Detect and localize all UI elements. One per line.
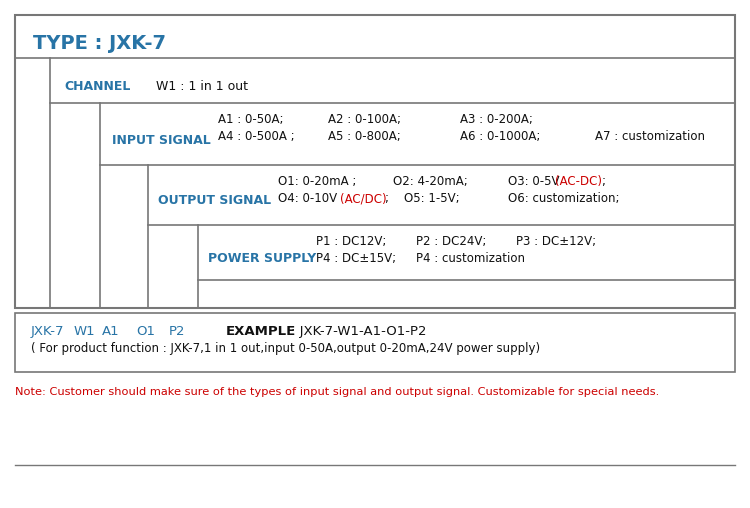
Text: O1: O1: [136, 325, 155, 338]
Text: P4 : DC±15V;: P4 : DC±15V;: [316, 252, 396, 265]
Text: A6 : 0-1000A;: A6 : 0-1000A;: [460, 130, 540, 143]
Bar: [15, 313, 735, 372]
Text: P1 : DC12V;: P1 : DC12V;: [316, 235, 386, 248]
Text: EXAMPLE: EXAMPLE: [226, 325, 296, 338]
Text: P2 : DC24V;: P2 : DC24V;: [416, 235, 486, 248]
Text: A1 : 0-50A;: A1 : 0-50A;: [218, 113, 284, 126]
Text: TYPE : JXK-7: TYPE : JXK-7: [33, 34, 166, 53]
Text: P3 : DC±12V;: P3 : DC±12V;: [516, 235, 596, 248]
Bar: [15, 15, 735, 308]
Text: OUTPUT SIGNAL: OUTPUT SIGNAL: [158, 195, 272, 207]
Text: O3: 0-5V: O3: 0-5V: [508, 175, 560, 188]
Text: A7 : customization: A7 : customization: [595, 130, 705, 143]
Text: W1 : 1 in 1 out: W1 : 1 in 1 out: [156, 80, 248, 93]
Text: W1: W1: [74, 325, 96, 338]
Text: O1: 0-20mA ;: O1: 0-20mA ;: [278, 175, 356, 188]
Text: ;    O5: 1-5V;: ; O5: 1-5V;: [385, 192, 460, 205]
Text: O2: 4-20mA;: O2: 4-20mA;: [393, 175, 468, 188]
Text: O4: 0-10V: O4: 0-10V: [278, 192, 338, 205]
Text: INPUT SIGNAL: INPUT SIGNAL: [112, 134, 211, 146]
Text: ;: ;: [601, 175, 605, 188]
Text: JXK-7: JXK-7: [31, 325, 64, 338]
Text: A4 : 0-500A ;: A4 : 0-500A ;: [218, 130, 295, 143]
Text: O6: customization;: O6: customization;: [508, 192, 620, 205]
Text: CHANNEL: CHANNEL: [64, 80, 130, 93]
Text: POWER SUPPLY: POWER SUPPLY: [208, 252, 316, 265]
Text: A1: A1: [102, 325, 120, 338]
Text: P2: P2: [169, 325, 185, 338]
Text: ( For product function : JXK-7,1 in 1 out,input 0-50A,output 0-20mA,24V power su: ( For product function : JXK-7,1 in 1 ou…: [31, 342, 540, 355]
Text: A3 : 0-200A;: A3 : 0-200A;: [460, 113, 532, 126]
Text: (AC-DC): (AC-DC): [555, 175, 602, 188]
Text: A5 : 0-800A;: A5 : 0-800A;: [328, 130, 400, 143]
Text: A2 : 0-100A;: A2 : 0-100A;: [328, 113, 401, 126]
Text: (AC/DC): (AC/DC): [340, 192, 387, 205]
Text: P4 : customization: P4 : customization: [416, 252, 525, 265]
Text: Note: Customer should make sure of the types of input signal and output signal. : Note: Customer should make sure of the t…: [15, 387, 659, 397]
Text: : JXK-7-W1-A1-O1-P2: : JXK-7-W1-A1-O1-P2: [291, 325, 427, 338]
